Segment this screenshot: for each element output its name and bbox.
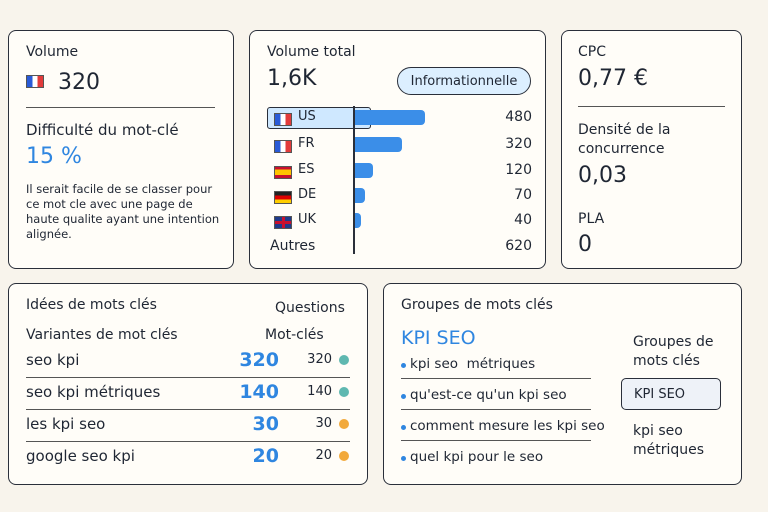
count: 30: [315, 416, 332, 431]
keyword[interactable]: google seo kpi: [26, 447, 135, 465]
column-header: Variantes de mot clés: [26, 327, 178, 343]
group-item[interactable]: kpi seo métriques: [410, 356, 536, 372]
divider: [26, 409, 350, 410]
label: CPC: [578, 44, 606, 60]
value: 0,77 €: [578, 66, 648, 91]
value: 320: [505, 136, 532, 152]
bullet: [401, 456, 406, 461]
bullet: [401, 425, 406, 430]
divider: [401, 440, 591, 441]
bar: [355, 163, 373, 178]
bullet: [401, 394, 406, 399]
divider: [401, 409, 591, 410]
country-code: DE: [298, 187, 317, 202]
axis-line: [353, 106, 355, 254]
value: 0,03: [578, 163, 627, 188]
value: 70: [514, 187, 532, 203]
dot: [339, 355, 349, 365]
divider: [26, 107, 215, 108]
value: 1,6K: [267, 66, 317, 91]
dot: [339, 451, 349, 461]
divider: [26, 377, 350, 378]
group-button[interactable]: KPI SEO: [621, 378, 721, 410]
volume: 140: [239, 381, 279, 403]
volume: 20: [252, 445, 279, 467]
divider: [401, 378, 591, 379]
count: 20: [315, 448, 332, 463]
count: 320: [307, 352, 332, 367]
count: 140: [307, 384, 332, 399]
value: 15 %: [26, 144, 82, 169]
column-header: Mot-clés: [265, 327, 324, 343]
bar: [355, 188, 366, 203]
title: Groupes de mots clés: [401, 297, 553, 313]
country-code: FR: [298, 136, 315, 151]
ideas-panel: [8, 283, 368, 485]
label: Autres: [270, 238, 316, 254]
group-item[interactable]: qu'est-ce qu'un kpi seo: [410, 387, 567, 403]
group-link[interactable]: kpi seo métriques: [633, 423, 705, 458]
keyword[interactable]: seo kpi: [26, 351, 80, 369]
bar: [355, 213, 361, 228]
group-item[interactable]: quel kpi pour le seo: [410, 449, 544, 465]
flag-icon: [274, 113, 292, 126]
volume-panel: [8, 30, 234, 269]
flag-icon: [274, 216, 292, 229]
value: 0: [578, 232, 592, 257]
country-code: UK: [298, 212, 317, 227]
label: Volume total: [267, 44, 356, 60]
value: 40: [514, 212, 532, 228]
country-code: ES: [298, 162, 315, 177]
volume: 320: [239, 349, 279, 371]
tab[interactable]: Questions: [275, 300, 345, 316]
flag-icon: [274, 166, 292, 179]
divider: [578, 106, 725, 107]
value: 620: [505, 238, 532, 254]
description: Il serait facile de se classer pour ce m…: [26, 182, 220, 241]
value: 320: [58, 70, 100, 95]
label: PLA: [578, 211, 605, 227]
group-heading: KPI SEO: [401, 327, 476, 349]
country-code: US: [298, 109, 316, 124]
side-title: Groupes de mots clés: [633, 334, 714, 369]
label: Difficulté du mot-clé: [26, 121, 179, 139]
title: Idées de mots clés: [26, 297, 157, 313]
dot: [339, 387, 349, 397]
cpc-panel: [561, 30, 742, 269]
dot: [339, 419, 349, 429]
bar: [355, 137, 402, 152]
flag-icon: [274, 140, 292, 153]
volume: 30: [252, 413, 279, 435]
keyword[interactable]: seo kpi métriques: [26, 383, 161, 401]
divider: [26, 441, 350, 442]
intent-badge[interactable]: Informationnelle: [397, 67, 531, 95]
label: Densité de la concurrence: [578, 122, 671, 157]
value: 480: [505, 109, 532, 125]
group-item[interactable]: comment mesure les kpi seo: [410, 418, 605, 434]
flag-icon: [274, 191, 292, 204]
bullet: [401, 363, 406, 368]
bar: [355, 110, 425, 125]
keyword[interactable]: les kpi seo: [26, 415, 106, 433]
label: Volume: [26, 44, 79, 60]
flag-icon: [26, 75, 44, 88]
value: 120: [505, 162, 532, 178]
